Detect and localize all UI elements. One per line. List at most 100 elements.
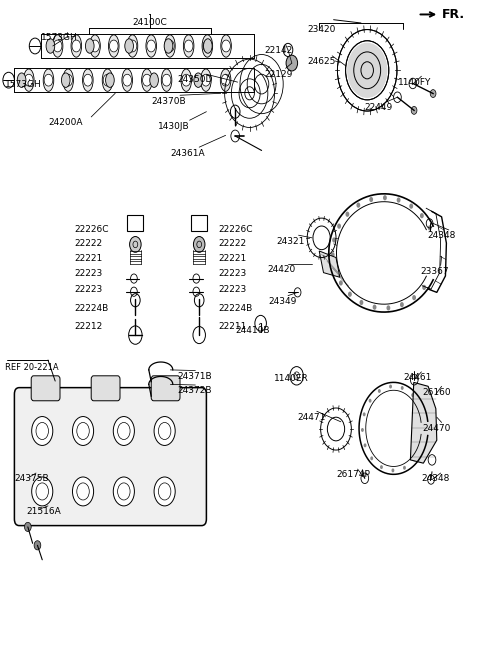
Circle shape: [420, 445, 423, 449]
Circle shape: [378, 389, 381, 393]
Ellipse shape: [24, 69, 34, 91]
Circle shape: [409, 78, 417, 89]
Text: FR.: FR.: [442, 8, 465, 21]
Ellipse shape: [142, 69, 152, 91]
Circle shape: [24, 522, 31, 532]
Ellipse shape: [161, 69, 172, 91]
Circle shape: [422, 284, 426, 290]
Text: 24200A: 24200A: [48, 118, 83, 127]
Text: 24361A: 24361A: [170, 149, 205, 158]
Circle shape: [419, 405, 422, 409]
Ellipse shape: [150, 73, 158, 87]
Text: 22142: 22142: [264, 46, 292, 55]
Circle shape: [364, 443, 367, 447]
Circle shape: [202, 74, 210, 86]
Text: 22223: 22223: [74, 285, 103, 294]
Circle shape: [221, 74, 230, 86]
Circle shape: [428, 225, 432, 231]
Circle shape: [357, 202, 360, 208]
Ellipse shape: [63, 69, 73, 91]
Ellipse shape: [220, 69, 231, 91]
Circle shape: [409, 204, 413, 209]
Text: 24371B: 24371B: [178, 372, 212, 381]
Ellipse shape: [102, 69, 113, 91]
Circle shape: [394, 92, 401, 102]
Circle shape: [386, 306, 390, 311]
Ellipse shape: [127, 35, 138, 57]
Text: 24350D: 24350D: [178, 75, 213, 84]
Ellipse shape: [61, 73, 70, 87]
Circle shape: [109, 40, 118, 52]
Ellipse shape: [85, 39, 94, 53]
Polygon shape: [319, 251, 340, 277]
Ellipse shape: [71, 35, 82, 57]
Circle shape: [383, 195, 387, 200]
Circle shape: [130, 237, 141, 252]
Ellipse shape: [17, 73, 26, 87]
Text: 24321: 24321: [276, 237, 304, 246]
Text: 24348: 24348: [421, 474, 450, 484]
Circle shape: [286, 55, 298, 71]
Circle shape: [361, 428, 364, 432]
Text: 22223: 22223: [74, 269, 103, 279]
Ellipse shape: [165, 35, 175, 57]
Circle shape: [420, 213, 424, 218]
Circle shape: [32, 417, 53, 445]
Text: 22449: 22449: [365, 103, 393, 112]
Ellipse shape: [183, 35, 194, 57]
Circle shape: [331, 252, 335, 258]
FancyBboxPatch shape: [91, 376, 120, 401]
Text: REF 20-221A: REF 20-221A: [5, 363, 59, 372]
Ellipse shape: [201, 69, 211, 91]
Text: 1573GH: 1573GH: [41, 33, 78, 42]
Text: 24420: 24420: [268, 265, 296, 275]
Text: 22226C: 22226C: [218, 225, 253, 234]
Circle shape: [392, 468, 395, 472]
Circle shape: [401, 386, 404, 390]
Circle shape: [396, 197, 400, 202]
Text: 24470: 24470: [422, 424, 451, 433]
Ellipse shape: [108, 35, 119, 57]
Ellipse shape: [122, 69, 132, 91]
Text: 24375B: 24375B: [14, 474, 49, 484]
Circle shape: [128, 40, 137, 52]
Circle shape: [24, 74, 33, 86]
Circle shape: [72, 417, 94, 445]
Text: 24625: 24625: [307, 57, 336, 66]
Circle shape: [32, 477, 53, 506]
Circle shape: [182, 74, 191, 86]
Text: 24370B: 24370B: [151, 97, 186, 106]
Circle shape: [413, 458, 416, 462]
Ellipse shape: [204, 39, 212, 53]
Text: 22129: 22129: [264, 70, 292, 79]
Circle shape: [166, 40, 174, 52]
Ellipse shape: [52, 35, 63, 57]
Circle shape: [411, 393, 414, 397]
Circle shape: [411, 106, 417, 114]
Circle shape: [193, 237, 205, 252]
Circle shape: [380, 465, 383, 469]
Circle shape: [370, 457, 373, 461]
Text: 24100C: 24100C: [132, 18, 167, 28]
Text: 26160: 26160: [422, 388, 451, 397]
Text: 1430JB: 1430JB: [158, 122, 190, 131]
Circle shape: [64, 74, 72, 86]
Text: 22221: 22221: [74, 254, 103, 263]
FancyBboxPatch shape: [14, 388, 206, 526]
Circle shape: [372, 305, 376, 310]
Text: 22221: 22221: [218, 254, 247, 263]
Circle shape: [339, 281, 343, 286]
Text: 1140FY: 1140FY: [398, 78, 432, 87]
Text: 24410B: 24410B: [235, 326, 270, 335]
Text: 23420: 23420: [307, 25, 336, 34]
Polygon shape: [410, 382, 437, 463]
Circle shape: [389, 384, 392, 388]
Ellipse shape: [83, 69, 93, 91]
Circle shape: [72, 477, 94, 506]
Circle shape: [347, 43, 387, 98]
Ellipse shape: [181, 69, 192, 91]
Circle shape: [53, 40, 62, 52]
Circle shape: [34, 541, 41, 550]
Text: 22223: 22223: [218, 269, 247, 279]
Circle shape: [162, 74, 171, 86]
